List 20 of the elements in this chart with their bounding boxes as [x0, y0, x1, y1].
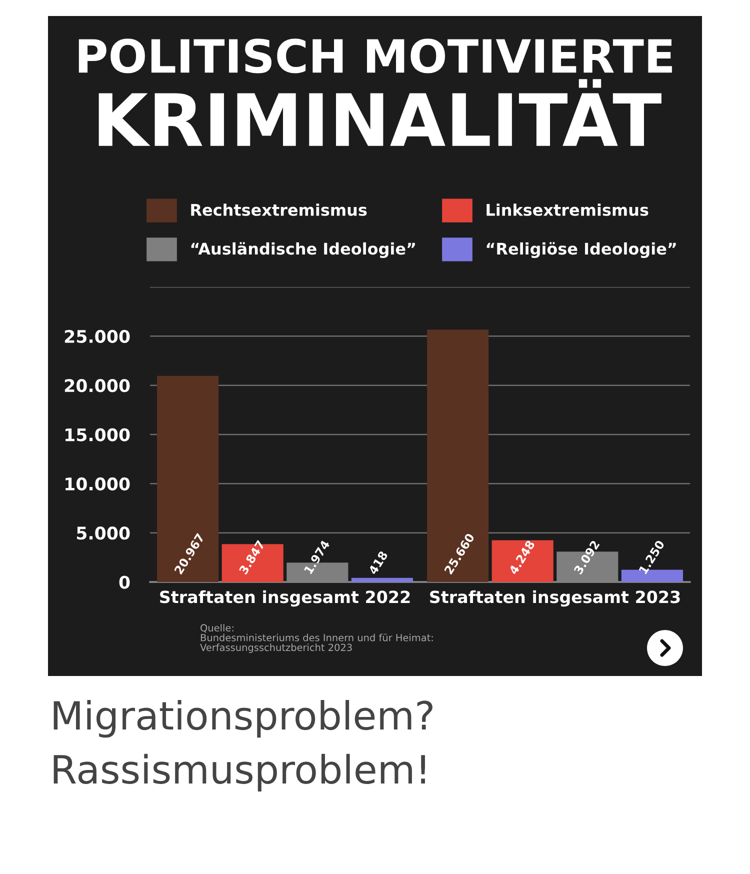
y-tick-label: 25.000 — [64, 330, 130, 344]
source-note: Quelle: Bundesministeriums des Innern und für Heimat: Verfassungsschutzbericht 2023 — [200, 624, 433, 653]
x-tick-label: Straftaten insgesamt 2022 — [160, 590, 410, 607]
chart-subtitle: KRIMINALITÄT — [98, 79, 662, 146]
legend-label: “Religiöse Ideologie” — [486, 242, 676, 258]
chart-title: POLITISCH MOTIVIERTE — [78, 38, 672, 74]
y-tick-label: 5.000 — [76, 526, 130, 540]
y-tick-label: 15.000 — [66, 428, 130, 442]
bar — [351, 578, 413, 582]
legend-label: Rechtsextremismus — [191, 204, 367, 216]
legend-label: “Ausländische Ideologie” — [191, 242, 415, 258]
bar — [492, 540, 554, 582]
text: Migrationsproblem? Rassismusproblem! — [54, 700, 432, 792]
legend-label: Linksextremismus — [486, 204, 648, 216]
bar — [427, 330, 489, 582]
bar — [157, 376, 219, 582]
y-tick-label: 10.000 — [66, 477, 130, 491]
y-tick-label: 0 — [119, 576, 130, 589]
x-tick-label: Straftaten insgesamt 2023 — [430, 590, 680, 607]
y-tick-label: 20.000 — [64, 379, 130, 392]
